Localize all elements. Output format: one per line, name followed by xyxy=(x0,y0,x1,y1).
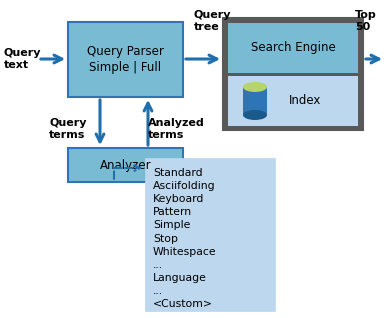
Bar xyxy=(68,148,183,182)
Bar xyxy=(68,22,183,97)
Bar xyxy=(243,87,267,115)
Text: Stop: Stop xyxy=(153,233,178,244)
Text: Query Parser
Simple | Full: Query Parser Simple | Full xyxy=(87,45,164,73)
Text: Language: Language xyxy=(153,273,207,283)
Text: Index: Index xyxy=(289,94,321,107)
Text: Simple: Simple xyxy=(153,220,190,230)
Text: Keyboard: Keyboard xyxy=(153,194,204,204)
Bar xyxy=(228,23,358,73)
Text: Whitespace: Whitespace xyxy=(153,247,216,257)
Text: Pattern: Pattern xyxy=(153,207,192,217)
Text: Search Engine: Search Engine xyxy=(251,42,335,54)
Text: ...: ... xyxy=(153,286,163,296)
Text: Asciifolding: Asciifolding xyxy=(153,181,216,191)
Text: Standard: Standard xyxy=(153,168,203,177)
Bar xyxy=(228,76,358,126)
Ellipse shape xyxy=(243,110,267,120)
Text: ...: ... xyxy=(153,260,163,270)
Text: Query
tree: Query tree xyxy=(194,10,232,31)
Text: Query
text: Query text xyxy=(4,48,41,70)
Bar xyxy=(223,18,363,130)
Ellipse shape xyxy=(243,82,267,92)
Bar xyxy=(145,158,275,311)
Text: <Custom>: <Custom> xyxy=(153,300,213,309)
Text: Top
50: Top 50 xyxy=(355,10,377,31)
Text: Query
terms: Query terms xyxy=(49,118,87,140)
Text: Analyzer: Analyzer xyxy=(100,158,151,171)
Text: Analyzed
terms: Analyzed terms xyxy=(148,118,205,140)
